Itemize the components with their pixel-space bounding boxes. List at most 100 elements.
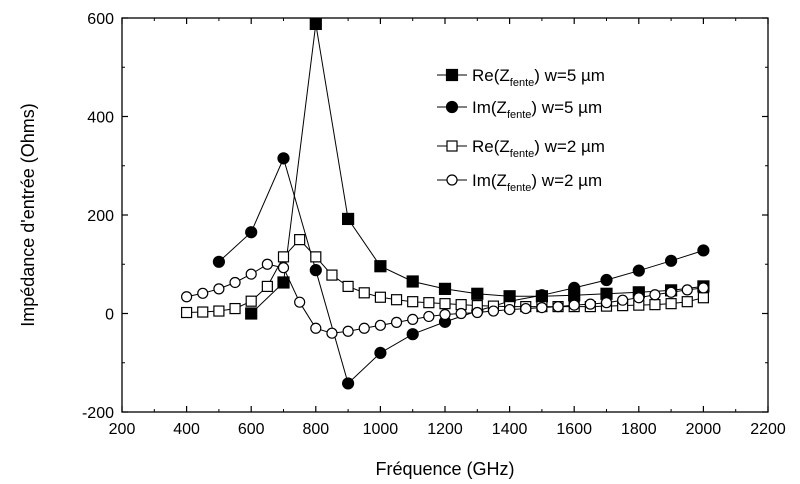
series-1-point: [374, 260, 387, 273]
series-4-point: [697, 282, 710, 294]
plot-frame: [121, 17, 769, 413]
y-tick-label: 400: [87, 110, 114, 127]
series-4-point: [617, 294, 629, 306]
series-4-point: [681, 284, 693, 296]
series-2-point: [374, 346, 387, 359]
series-2-line: [218, 156, 704, 385]
series-2-point: [245, 226, 258, 239]
series-1-point: [406, 275, 419, 288]
series-4-point: [229, 276, 241, 289]
series-3-point: [245, 295, 257, 307]
series-2-point: [406, 328, 419, 341]
series-4-point: [536, 301, 548, 314]
series-2-point: [632, 264, 645, 277]
series-3-point: [390, 294, 403, 306]
series-3-point: [439, 298, 451, 310]
series-3-point: [310, 251, 322, 263]
series-3-point: [229, 302, 241, 315]
series-4-point: [181, 291, 193, 303]
series-4-point: [520, 302, 532, 315]
series-4-point: [374, 319, 386, 331]
series-2-point: [664, 254, 678, 267]
series-3-point: [342, 280, 354, 293]
y-tick-label: 600: [87, 11, 114, 28]
plot-area-border: [121, 17, 769, 413]
x-tick-label: 800: [302, 421, 329, 438]
series-1-point: [342, 212, 355, 226]
series-4-point: [633, 292, 645, 304]
series-3-point: [261, 280, 273, 293]
y-tick-label: 0: [105, 307, 114, 324]
series-2-point: [309, 264, 322, 277]
series-3-point: [423, 297, 435, 309]
series-4-point: [471, 306, 483, 319]
series-4-point: [261, 258, 273, 270]
series-4-point: [407, 313, 419, 326]
series-3-point: [681, 296, 693, 308]
series-4-point: [504, 303, 516, 316]
legend-item-4: Im(Zfente) w=2 µm: [437, 171, 602, 194]
series-4-point: [326, 327, 338, 339]
series-4-point: [277, 262, 290, 274]
series-4-point: [439, 308, 451, 321]
x-tick-label: 200: [109, 421, 136, 438]
legend-item-2: Im(Zfente) w=5 µm: [437, 98, 602, 121]
legend-label: Re(Zfente) w=5 µm: [472, 66, 605, 89]
series-3-point: [197, 306, 209, 318]
series-3-point: [213, 305, 225, 317]
series-2-point: [342, 377, 355, 390]
series-2-point: [277, 152, 290, 165]
series-group: [181, 17, 710, 390]
legend-item-1: Re(Zfente) w=5 µm: [437, 66, 605, 89]
series-1-point: [245, 307, 258, 320]
y-tick-label: -200: [82, 405, 114, 422]
x-tick-label: 1200: [427, 421, 463, 438]
x-axis-title: Fréquence (GHz): [375, 459, 514, 479]
series-4-point: [665, 286, 677, 298]
x-tick-label: 1800: [621, 421, 657, 438]
series-4-point: [649, 289, 661, 301]
series-2-point: [568, 281, 581, 294]
legend-label: Re(Zfente) w=2 µm: [472, 137, 605, 160]
legend-marker: [445, 68, 459, 82]
legend-label: Im(Zfente) w=2 µm: [472, 171, 602, 194]
series-3-point: [697, 292, 710, 304]
legend-marker: [445, 100, 459, 114]
x-tick-label: 1000: [363, 421, 399, 438]
series-4-point: [245, 268, 257, 280]
series-4-point: [213, 283, 225, 295]
series-1-point: [277, 276, 290, 289]
y-tick-label: 200: [87, 208, 114, 225]
x-tick-label: 600: [238, 421, 265, 438]
axis-ticks: 200 400 600 800 1000 1200 1400 1600 1800 2000 2200…: [82, 11, 786, 438]
legend: Re(Zfente) w=5 µm Im(Zfente) w=5 µm Re(Zfe…: [437, 66, 605, 194]
series-4-point: [600, 297, 613, 309]
series-2-point: [212, 255, 225, 268]
series-3-point: [358, 287, 370, 299]
x-tick-label: 1400: [492, 421, 528, 438]
series-3-point: [326, 269, 338, 281]
legend-marker: [446, 140, 458, 152]
legend-marker: [446, 174, 458, 186]
series-4-point: [584, 298, 596, 310]
series-2-point: [535, 289, 549, 302]
series-4-point: [294, 296, 306, 308]
x-tick-label: 400: [173, 421, 200, 438]
series-4-point: [568, 299, 580, 311]
series-3-point: [374, 291, 386, 303]
series-3-point: [294, 234, 306, 246]
series-4-point: [390, 316, 403, 328]
x-tick-label: 2000: [686, 421, 722, 438]
legend-item-3: Re(Zfente) w=2 µm: [437, 137, 605, 160]
x-tick-label: 2200: [750, 421, 786, 438]
series-4-point: [487, 305, 500, 317]
series-3-point: [277, 251, 290, 263]
series-4-point: [455, 307, 467, 320]
series-3-point: [407, 296, 419, 308]
x-tick-label: 1600: [556, 421, 592, 438]
series-1-point: [471, 287, 484, 300]
series-4-point: [423, 310, 435, 323]
series-3-point: [665, 298, 677, 310]
y-axis-title: Impédance d'entrée (Ohms): [18, 103, 38, 327]
